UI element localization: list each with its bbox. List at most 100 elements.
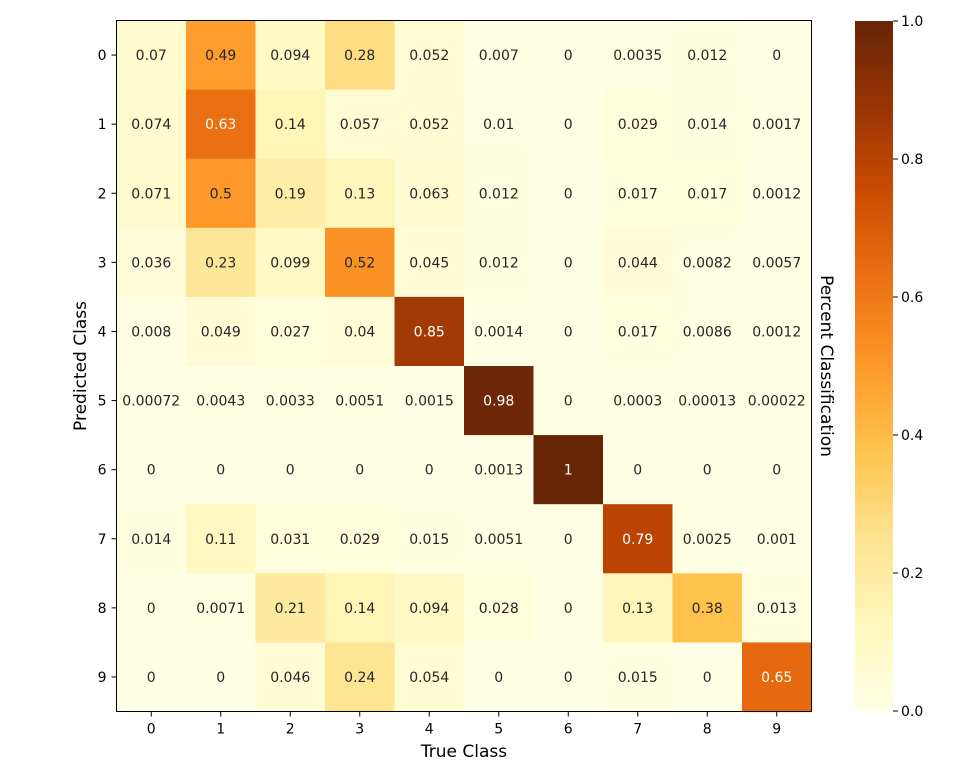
- heatmap-cell-r2-c9: [742, 158, 813, 229]
- heatmap-cell-r9-c8: [672, 642, 743, 713]
- heatmap-cell-r0-c1: [186, 20, 257, 91]
- heatmap-cell-r6-c4: [394, 435, 465, 505]
- cell-value-label: 0.014: [687, 117, 727, 133]
- heatmap-cell-r4-c5: [464, 296, 535, 367]
- heatmap-cell-r3-c3: [325, 227, 396, 298]
- heatmap-cell-r5-c0: [116, 366, 187, 436]
- cell-value-label: 1: [564, 463, 573, 479]
- heatmap-cell-r1-c9: [742, 89, 813, 160]
- cell-value-label: 0.027: [270, 324, 310, 340]
- heatmap-cell-r7-c3: [325, 504, 396, 574]
- cell-value-label: 0.012: [687, 48, 727, 64]
- cell-value-label: 0: [216, 670, 225, 686]
- cell-value-label: 0.014: [131, 532, 171, 548]
- cell-value-label: 0.49: [205, 48, 236, 64]
- cell-value-label: 0.00072: [122, 394, 180, 410]
- cell-value-label: 0.007: [479, 48, 519, 64]
- cell-value-label: 0.094: [409, 601, 449, 617]
- x-tick-label: 4: [425, 722, 434, 738]
- heatmap-cell-r8-c8: [672, 573, 743, 643]
- cell-value-label: 0.052: [409, 48, 449, 64]
- heatmap-cell-r5-c2: [255, 366, 326, 436]
- heatmap-cell-r7-c5: [464, 504, 535, 574]
- heatmap-cell-r0-c5: [464, 20, 535, 91]
- y-tick-label: 1: [98, 117, 107, 133]
- cell-value-label: 0.07: [136, 48, 167, 64]
- cell-value-label: 0.24: [344, 670, 375, 686]
- heatmap-cell-r5-c6: [533, 366, 604, 436]
- colorbar-tick-label: 0.0: [901, 704, 923, 720]
- heatmap-cell-r9-c1: [186, 642, 257, 713]
- heatmap-cell-r1-c3: [325, 89, 396, 160]
- cell-value-label: 0: [564, 117, 573, 133]
- heatmap-cell-r6-c5: [464, 435, 535, 505]
- cell-value-label: 0: [564, 186, 573, 202]
- cell-value-label: 0: [494, 670, 503, 686]
- cell-value-label: 0.0033: [266, 394, 315, 410]
- cell-value-label: 0.00022: [748, 394, 806, 410]
- heatmap-cell-r7-c7: [603, 504, 674, 574]
- cell-value-label: 0.008: [131, 324, 171, 340]
- y-tick-label: 7: [98, 532, 107, 548]
- cell-value-label: 0.071: [131, 186, 171, 202]
- cell-value-label: 0.074: [131, 117, 171, 133]
- cell-value-label: 0.015: [409, 532, 449, 548]
- y-tick-label: 0: [98, 48, 107, 64]
- heatmap-cell-r6-c2: [255, 435, 326, 505]
- y-tick-label: 8: [98, 601, 107, 617]
- heatmap-cell-r8-c2: [255, 573, 326, 643]
- heatmap-cell-r1-c8: [672, 89, 743, 160]
- colorbar-tick-label: 0.4: [901, 428, 923, 444]
- x-axis-title: True Class: [420, 742, 507, 762]
- cell-value-label: 0.0013: [474, 463, 523, 479]
- heatmap-cell-r5-c8: [672, 366, 743, 436]
- heatmap-cell-r2-c8: [672, 158, 743, 229]
- cell-value-label: 0.052: [409, 117, 449, 133]
- heatmap-cell-r2-c4: [394, 158, 465, 229]
- cell-value-label: 0.001: [757, 532, 797, 548]
- heatmap-cell-r9-c3: [325, 642, 396, 713]
- heatmap-cell-r2-c1: [186, 158, 257, 229]
- cell-value-label: 0.00013: [678, 394, 736, 410]
- cell-value-label: 0.017: [618, 324, 658, 340]
- x-tick-label: 6: [564, 722, 573, 738]
- cell-value-label: 0.38: [692, 601, 723, 617]
- cell-value-label: 0: [147, 670, 156, 686]
- heatmap-cell-r0-c3: [325, 20, 396, 91]
- cell-value-label: 0.0012: [752, 186, 801, 202]
- heatmap-cell-r6-c6: [533, 435, 604, 505]
- heatmap-cell-r5-c1: [186, 366, 257, 436]
- heatmap-cell-r7-c8: [672, 504, 743, 574]
- heatmap-cell-r5-c4: [394, 366, 465, 436]
- heatmap-cell-r4-c8: [672, 296, 743, 367]
- heatmap-cell-labels: 0.07 0.49 0.094 0.28 0.052 0.007 0 0.0035 0.012 0…: [122, 48, 805, 686]
- cell-value-label: 0.046: [270, 670, 310, 686]
- cell-value-label: 0: [286, 463, 295, 479]
- heatmap-cell-r2-c6: [533, 158, 604, 229]
- cell-value-label: 0.099: [270, 255, 310, 271]
- heatmap-cell-r1-c2: [255, 89, 326, 160]
- heatmap-cell-r3-c6: [533, 227, 604, 298]
- cell-value-label: 0.23: [205, 255, 236, 271]
- cell-value-label: 0: [772, 48, 781, 64]
- cell-value-label: 0: [772, 463, 781, 479]
- heatmap-cell-r9-c5: [464, 642, 535, 713]
- colorbar-tick-label: 0.2: [901, 566, 923, 582]
- cell-value-label: 0.13: [344, 186, 375, 202]
- heatmap-cell-r4-c2: [255, 296, 326, 367]
- heatmap-cell-r6-c8: [672, 435, 743, 505]
- cell-value-label: 0.028: [479, 601, 519, 617]
- cell-value-label: 0.0057: [752, 255, 801, 271]
- heatmap-cell-r3-c2: [255, 227, 326, 298]
- heatmap-cell-r5-c9: [742, 366, 813, 436]
- heatmap-cell-r2-c0: [116, 158, 187, 229]
- heatmap-cell-r6-c0: [116, 435, 187, 505]
- cell-value-label: 0.094: [270, 48, 310, 64]
- heatmap-cell-r6-c1: [186, 435, 257, 505]
- heatmap-cell-r8-c0: [116, 573, 187, 643]
- x-tick-label: 5: [494, 722, 503, 738]
- cell-value-label: 0: [216, 463, 225, 479]
- cell-value-label: 0.0071: [196, 601, 245, 617]
